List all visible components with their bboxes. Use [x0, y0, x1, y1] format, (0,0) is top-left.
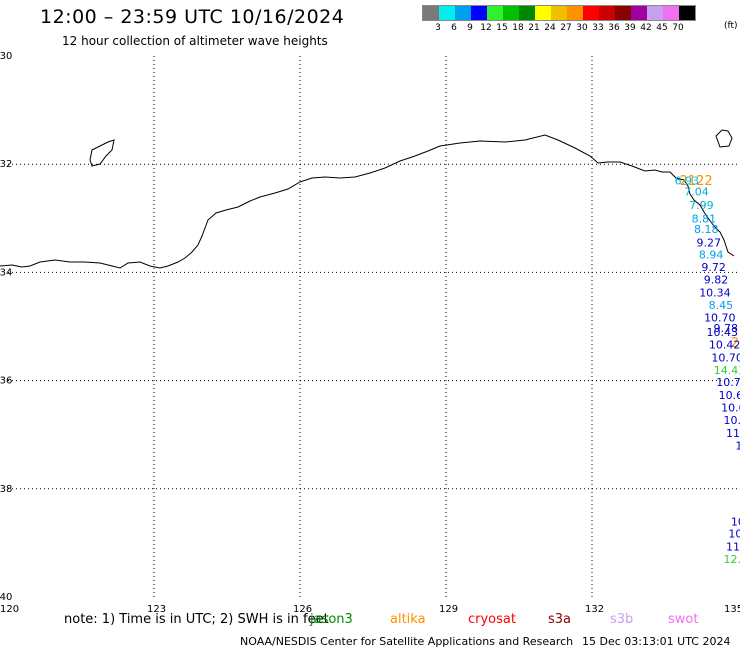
y-tick-label: -38	[0, 484, 12, 495]
satellite-label-jason3: jason3	[310, 612, 353, 627]
coastline-mainland	[0, 129, 735, 269]
y-tick-label: -32	[0, 159, 12, 170]
wave-height-label: 12.42	[724, 553, 740, 566]
satellite-label-altika: altika	[390, 612, 426, 627]
legend-swatch	[599, 6, 615, 20]
wave-height-points: 6.937.047.998.818.189.278.949.729.8210.3…	[675, 174, 740, 566]
legend-label: 36	[608, 23, 620, 33]
wave-height-label: 8.18	[694, 223, 719, 236]
island-coastline	[89, 139, 115, 167]
wave-height-label: 10.79	[716, 376, 740, 389]
satellite-label-s3a: s3a	[548, 612, 572, 627]
legend-swatch	[679, 6, 695, 20]
wave-height-label: 10.47	[731, 515, 740, 528]
legend-label: 39	[624, 23, 636, 33]
wave-height-label: 10.70	[704, 311, 736, 324]
axis-tick-labels: 120 123 126 129 132 135 -30 -32 -34 -36 -38 -40	[0, 51, 740, 615]
wave-height-label: 8.81	[692, 212, 717, 225]
wave-height-label: 9.72	[701, 261, 726, 274]
note-text: note: 1) Time is in UTC; 2) SWH is in fe…	[64, 612, 329, 627]
x-tick-label: 132	[585, 604, 604, 615]
legend-label: 3	[435, 23, 441, 33]
legend-swatch	[535, 6, 551, 20]
x-tick-label: 123	[147, 604, 166, 615]
wave-height-label: 10.34	[699, 286, 731, 299]
legend-label: 30	[576, 23, 588, 33]
wave-height-label: 10.42	[709, 338, 740, 351]
legend-label: 9	[467, 23, 473, 33]
legend-swatch	[471, 6, 487, 20]
wave-height-label: 7.99	[689, 199, 714, 212]
legend-swatch	[455, 6, 471, 20]
wave-height-label: 10.3	[735, 440, 740, 453]
legend-swatch	[567, 6, 583, 20]
legend-label: 42	[640, 23, 652, 33]
y-tick-label: -30	[0, 51, 12, 62]
lat-lon-grid	[8, 56, 738, 597]
legend-label: 33	[592, 23, 604, 33]
wave-height-legend: 3 6 9 12 15 18 21 24 27 30 33 36 39 42 45 70 (ft)	[422, 5, 738, 35]
wave-height-label: 8.94	[699, 249, 724, 262]
legend-swatch	[439, 6, 455, 20]
legend-swatch	[551, 6, 567, 20]
track-time-label: 21	[731, 336, 740, 351]
legend-swatch	[519, 6, 535, 20]
satellite-label-swot: swot	[668, 612, 699, 627]
wave-height-label: 6.93	[675, 174, 700, 187]
legend-label: 15	[496, 23, 508, 33]
x-tick-label: 129	[439, 604, 458, 615]
x-tick-label: 120	[0, 604, 19, 615]
legend-label: 70	[672, 23, 684, 33]
footer-timestamp: 15 Dec 03:13:01 UTC 2024	[582, 635, 731, 648]
legend-unit: (ft)	[724, 21, 738, 31]
wave-height-label: 7.04	[684, 185, 709, 198]
legend-swatch	[503, 6, 519, 20]
wave-height-label: 10.68	[719, 389, 740, 402]
map-subtitle: 12 hour collection of altimeter wave hei…	[62, 34, 328, 48]
kangaroo-island-coastline	[715, 129, 733, 148]
australia-south-coastline	[0, 134, 735, 269]
satellite-label-s3b: s3b	[610, 612, 634, 627]
legend-label: 45	[656, 23, 668, 33]
legend-label: 18	[512, 23, 524, 33]
y-tick-label: -40	[0, 592, 12, 603]
legend-label: 12	[480, 23, 492, 33]
x-tick-label: 126	[293, 604, 312, 615]
legend-swatch	[583, 6, 599, 20]
track-time-label: 2122	[680, 174, 713, 189]
x-tick-label: 135	[724, 604, 740, 615]
wave-height-label: 10.15	[724, 414, 740, 427]
wave-height-label: 10.43	[707, 326, 739, 339]
legend-swatch	[423, 6, 439, 20]
wave-height-label: 11.07	[726, 427, 740, 440]
wave-height-label: 10.93	[728, 528, 740, 541]
y-tick-label: -34	[0, 267, 12, 278]
legend-swatch	[647, 6, 663, 20]
wave-height-label: 10.05	[721, 402, 740, 415]
map-title: 12:00 – 23:59 UTC 10/16/2024	[40, 6, 345, 28]
legend-label: 27	[560, 23, 572, 33]
legend-swatch	[631, 6, 647, 20]
wave-height-label: 14.43	[714, 364, 740, 377]
legend-label: 24	[544, 23, 556, 33]
satellite-label-cryosat: cryosat	[468, 612, 516, 627]
legend-swatch	[615, 6, 631, 20]
wave-height-label: 9.82	[704, 273, 729, 286]
footer-institution: NOAA/NESDIS Center for Satellite Applica…	[240, 635, 574, 648]
wave-height-label: 11.97	[726, 541, 740, 554]
wave-height-label: 10.70	[711, 351, 740, 364]
legend-swatch	[663, 6, 679, 20]
legend-labels: 3 6 9 12 15 18 21 24 27 30 33 36 39 42 45 70	[422, 21, 696, 35]
wave-height-label: 8.45	[709, 299, 734, 312]
wave-height-label: 9.78	[714, 322, 739, 335]
legend-color-bar	[422, 5, 696, 21]
y-tick-label: -36	[0, 376, 12, 387]
track-time-labels: 2122 21	[680, 174, 740, 351]
legend-label: 21	[528, 23, 540, 33]
legend-label: 6	[451, 23, 457, 33]
legend-swatch	[487, 6, 503, 20]
wave-height-label: 9.27	[696, 237, 721, 250]
